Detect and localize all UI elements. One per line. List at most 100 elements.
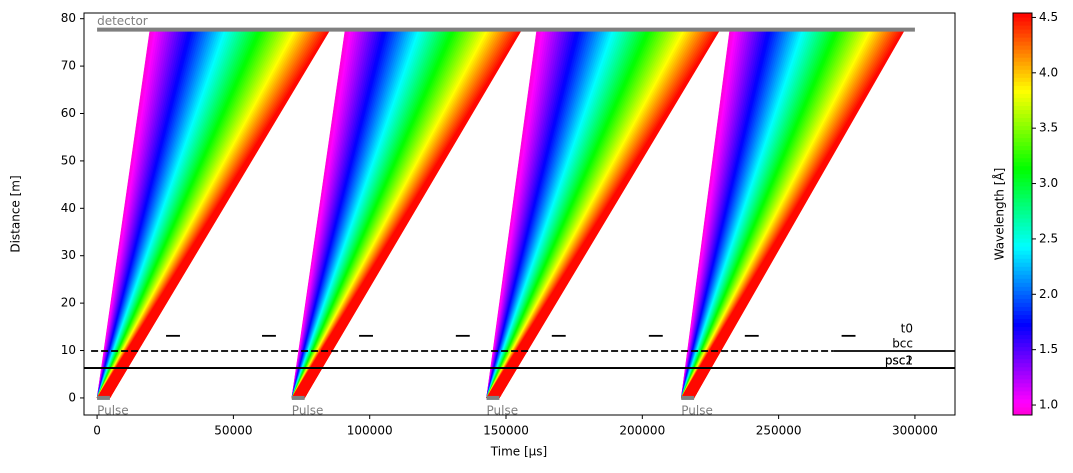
- colorbar-segment: [1013, 101, 1032, 106]
- colorbar-segment: [1013, 33, 1032, 38]
- colorbar-segment: [1013, 294, 1032, 299]
- colorbar-segment: [1013, 69, 1032, 74]
- colorbar-segment: [1013, 117, 1032, 123]
- colorbar-segment: [1013, 113, 1032, 119]
- colorbar-segment: [1013, 382, 1032, 388]
- y-tick-label: 0: [68, 390, 76, 404]
- colorbar-segment: [1013, 25, 1032, 30]
- colorbar-segment: [1013, 226, 1032, 231]
- colorbar-segment: [1013, 298, 1032, 303]
- colorbar-segment: [1013, 362, 1032, 368]
- colorbar-segment: [1013, 65, 1032, 70]
- pulse-label: Pulse: [681, 403, 713, 417]
- x-tick-label: 300000: [892, 424, 938, 438]
- colorbar-segment: [1013, 250, 1032, 255]
- colorbar-segment: [1013, 346, 1032, 352]
- colorbar-segment: [1013, 81, 1032, 86]
- colorbar-segment: [1013, 306, 1032, 311]
- colorbar-segment: [1013, 105, 1032, 110]
- colorbar-segment: [1013, 242, 1032, 247]
- colorbar-segment: [1013, 133, 1032, 139]
- colorbar-frame: [1012, 12, 1033, 416]
- colorbar-segment: [1013, 214, 1032, 219]
- colorbar-segment: [1013, 169, 1032, 175]
- x-tick-label: 250000: [756, 424, 802, 438]
- colorbar-segment: [1013, 53, 1032, 58]
- x-tick-label: 0: [93, 424, 101, 438]
- colorbar-tick-label: 1.5: [1039, 342, 1058, 356]
- colorbar-segment: [1013, 410, 1032, 416]
- colorbar-segment: [1013, 310, 1032, 315]
- colorbar-segment: [1013, 185, 1032, 191]
- plot-frame: [83, 12, 956, 416]
- colorbar-tick-label: 2.0: [1039, 287, 1058, 301]
- colorbar-segment: [1013, 350, 1032, 356]
- colorbar-segment: [1013, 230, 1032, 235]
- colorbar-segment: [1013, 205, 1032, 211]
- colorbar-segment: [1013, 129, 1032, 135]
- colorbar-segment: [1013, 366, 1032, 372]
- colorbar-segment: [1013, 189, 1032, 195]
- x-axis-label: Time [µs]: [490, 445, 547, 459]
- colorbar-segment: [1013, 330, 1032, 336]
- colorbar-label: Wavelength [Å]: [992, 168, 1007, 261]
- colorbar-segment: [1013, 398, 1032, 404]
- colorbar-segment: [1013, 334, 1032, 340]
- colorbar-segment: [1013, 342, 1032, 348]
- pulse-label: Pulse: [487, 403, 519, 417]
- colorbar-segment: [1013, 278, 1032, 283]
- colorbar-segment: [1013, 13, 1032, 18]
- colorbar-segment: [1013, 93, 1032, 98]
- colorbar-segment: [1013, 197, 1032, 203]
- y-tick-label: 30: [61, 248, 76, 262]
- colorbar-segment: [1013, 394, 1032, 400]
- chopper-label: psc2: [885, 354, 913, 368]
- colorbar-segment: [1013, 266, 1032, 271]
- colorbar-segment: [1013, 358, 1032, 364]
- colorbar-segment: [1013, 354, 1032, 360]
- colorbar-segment: [1013, 73, 1032, 78]
- colorbar-segment: [1013, 157, 1032, 163]
- x-tick-label: 100000: [347, 424, 393, 438]
- detector-label: detector: [97, 14, 148, 28]
- colorbar-segment: [1013, 386, 1032, 392]
- pulse-label: Pulse: [292, 403, 324, 417]
- colorbar-segment: [1013, 258, 1032, 263]
- colorbar-segment: [1013, 177, 1032, 183]
- colorbar-segment: [1013, 282, 1032, 287]
- x-tick-label: 200000: [619, 424, 665, 438]
- colorbar-segment: [1013, 37, 1032, 42]
- colorbar-segment: [1013, 121, 1032, 127]
- y-tick-label: 10: [61, 343, 76, 357]
- colorbar-segment: [1013, 378, 1032, 384]
- colorbar-tick-label: 1.0: [1039, 398, 1058, 412]
- colorbar-segment: [1013, 374, 1032, 380]
- colorbar-segment: [1013, 209, 1032, 215]
- colorbar-segment: [1013, 89, 1032, 94]
- y-tick-label: 60: [61, 106, 76, 120]
- colorbar-segment: [1013, 85, 1032, 90]
- colorbar-tick-label: 3.5: [1039, 121, 1058, 135]
- colorbar-segment: [1013, 322, 1032, 328]
- colorbar-tick-label: 4.5: [1039, 10, 1058, 24]
- pulse-label: Pulse: [97, 403, 129, 417]
- colorbar-segment: [1013, 338, 1032, 344]
- colorbar-segment: [1013, 29, 1032, 34]
- y-tick-label: 40: [61, 201, 76, 215]
- colorbar-segment: [1013, 49, 1032, 54]
- colorbar-segment: [1013, 109, 1032, 114]
- chopper-label: t0: [901, 321, 913, 335]
- colorbar-segment: [1013, 270, 1032, 275]
- y-tick-label: 80: [61, 11, 76, 25]
- colorbar-segment: [1013, 77, 1032, 82]
- colorbar-segment: [1013, 97, 1032, 102]
- colorbar-segment: [1013, 274, 1032, 279]
- colorbar-segment: [1013, 161, 1032, 167]
- x-tick-label: 150000: [483, 424, 529, 438]
- colorbar-tick-label: 2.5: [1039, 231, 1058, 245]
- colorbar-segment: [1013, 137, 1032, 143]
- y-tick-label: 70: [61, 59, 76, 73]
- colorbar-segment: [1013, 149, 1032, 155]
- colorbar-segment: [1013, 153, 1032, 159]
